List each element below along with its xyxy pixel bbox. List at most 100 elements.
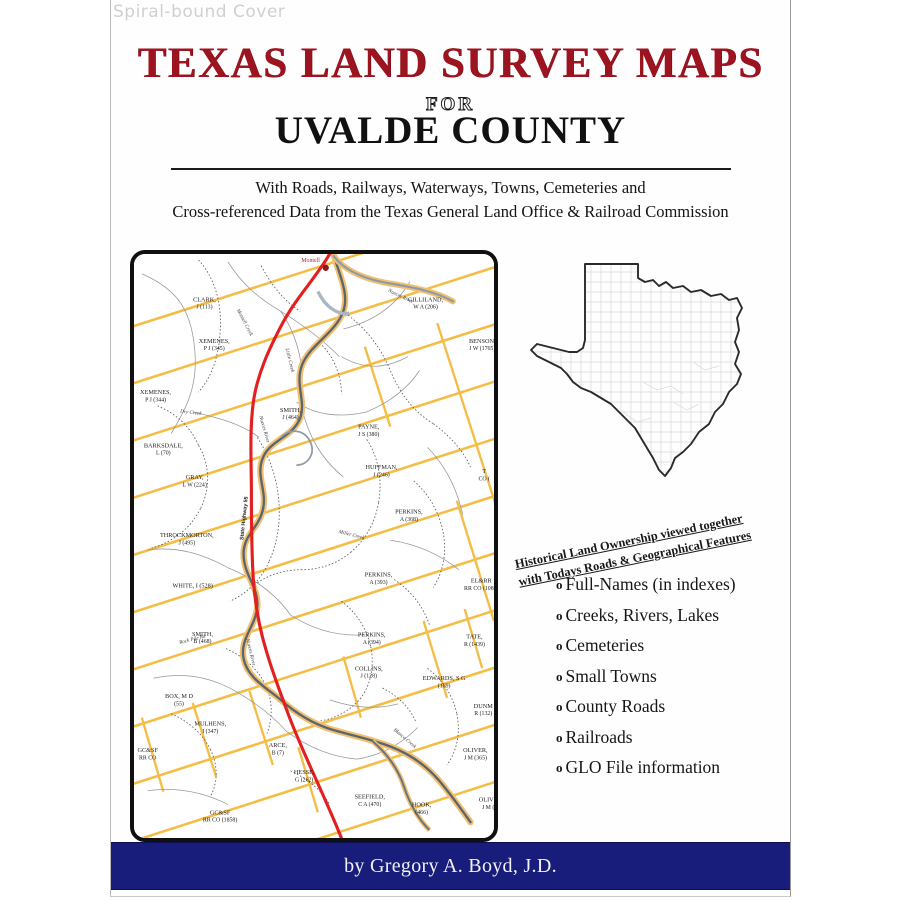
land-grant-label: T [482,468,486,475]
state-highway-55 [249,254,343,838]
page-title: TEXAS LAND SURVEY MAPS [137,40,764,87]
land-grant-label: SMITH, [192,631,213,638]
title-divider [171,168,731,170]
for-word-label: FOR [425,94,476,116]
blanco-creek [371,739,432,832]
land-grant-label: PERKINS, [395,508,423,515]
nueces-river [239,254,474,826]
feature-item: o Railroads [556,726,786,747]
land-grant-label: HOOK, [412,801,432,808]
watermark-label: Spiral-bound Cover [113,2,286,22]
land-grant-label: ARCE, [269,742,288,749]
land-grant-label: PERKINS, [358,632,386,639]
land-grant-sublabel: R (132) [474,710,492,717]
feature-label: Full-Names (in indexes) [565,574,736,594]
land-grant-label: OLIVE [479,796,494,803]
svg-text:Dry Creek: Dry Creek [179,409,203,417]
land-grant-sublabel: W A (206) [413,304,438,311]
bullet-icon: o [556,668,563,684]
feature-label: County Roads [565,696,666,716]
land-grant-sublabel: G (262) [295,776,313,783]
feature-item: o County Roads [556,696,786,716]
land-grant-sublabel: RR CO (1858) [203,817,237,824]
land-grant-sublabel: I (347) [202,728,218,735]
land-grant-sublabel: RR CO (1086) [464,585,494,592]
land-grant-sublabel: B (468) [193,638,211,645]
bullet-icon: o [556,699,563,714]
land-grant-sublabel: P J (344) [145,396,166,403]
land-grant-label: HESSE, [294,769,315,776]
land-grant-label: BENSON, [469,338,494,345]
land-grant-label: SMITH, [280,407,301,414]
land-grant-label: XEMENES, [140,389,171,396]
feature-list: o Full-Names (in indexes) o Creeks, Rivers,… [556,574,786,790]
land-grant-sublabel: J (128) [361,673,377,680]
feature-label: Cemeteries [565,635,645,655]
land-grant-sublabel: A (368) [400,516,418,523]
bullet-icon: o [556,577,563,592]
land-grant-sublabel: R (1439) [464,641,485,648]
land-grant-label: OLIVER, [463,747,488,754]
land-grant-sublabel: B (7) [272,750,284,757]
land-grant-sublabel: (466) [415,809,428,816]
land-grant-sublabel: C A (470) [358,801,381,808]
map-canvas: Montell State Highway 55 Montell Creek N… [134,254,494,838]
book-cover: TEXAS LAND SURVEY MAPS FOR UVALDE COUNTY… [110,0,791,897]
feature-item: o Creeks, Rivers, Lakes [556,604,786,625]
land-grant-label: SEEFIELD, [355,794,386,801]
land-grant-label: HUFFMAN, [365,464,398,471]
land-grant-label: DUNM [474,703,493,710]
land-grant-label: MULHENS, [194,721,226,728]
land-grant-label: GRAY, [186,474,204,481]
feature-label: Creeks, Rivers, Lakes [565,604,720,625]
bullet-icon: o [556,760,563,775]
land-grant-sublabel: CO ( [478,475,490,482]
subtitle-line-2: Cross-referenced Data from the Texas Gen… [172,201,729,221]
feature-label: Small Towns [565,665,657,686]
land-grant-label: EDWARDS, S G [423,675,466,682]
land-grant-sublabel: A (393) [370,579,388,586]
subtitle-line-1: With Roads, Railways, Waterways, Towns, … [255,178,646,197]
land-grant-label: PAYNE, [358,424,380,431]
land-grant-label: THROCKMORTON, [160,532,214,539]
land-grant-label: BARKSDALE, [144,442,183,449]
county-survey-map: Montell State Highway 55 Montell Creek N… [130,250,498,842]
county-title: UVALDE COUNTY [274,109,627,152]
land-grant-sublabel: J (113) [196,304,212,311]
survey-cross-lines [140,322,494,813]
land-grant-label: WHITE, I (528) [173,582,213,589]
land-grant-sublabel: L W (224) [183,481,207,488]
bullet-icon: o [556,638,563,653]
land-grant-sublabel: (55) [174,700,184,707]
land-grant-sublabel: L (70) [156,450,171,457]
land-grant-sublabel: A (394) [363,639,381,646]
feature-item: o Full-Names (in indexes) [556,574,786,594]
town-label-montell: Montell [301,258,320,264]
land-grant-sublabel: J M ( [482,804,494,811]
land-grant-sublabel: P J (345) [204,345,225,352]
land-grant-labels: CLARK,J (113)XEMENES,P J (345)XEMENES,P … [137,296,494,823]
land-grant-label: XEMENES, [199,338,230,345]
texas-state-map [523,252,778,500]
land-grant-label: GC&SF [210,809,231,816]
texas-state-outline [530,263,743,477]
feature-label: Railroads [565,726,633,747]
bullet-icon: o [556,607,563,623]
author-bar: by Gregory A. Boyd, J.D. [111,842,790,890]
land-grant-label: PERKINS, [365,572,393,579]
land-grant-sublabel: J S (380) [358,431,379,438]
land-grant-sublabel: J (464) [282,414,298,421]
land-grant-label: TATE, [466,634,483,641]
land-grant-label: GC&SF [137,747,158,754]
land-grant-sublabel: J (495) [179,539,195,546]
county-roads-dotted [151,259,471,805]
land-grant-label: CLARK, [193,296,216,303]
land-grant-sublabel: J W (1765) [469,345,494,352]
texas-outline-svg [530,263,743,477]
author-name: by Gregory A. Boyd, J.D. [344,854,557,877]
land-grant-label: GILLILAND, [408,296,444,303]
feature-item: o Small Towns [556,665,786,686]
land-grant-label: COLLINS, [355,665,383,672]
land-grant-sublabel: (169) [438,683,451,690]
